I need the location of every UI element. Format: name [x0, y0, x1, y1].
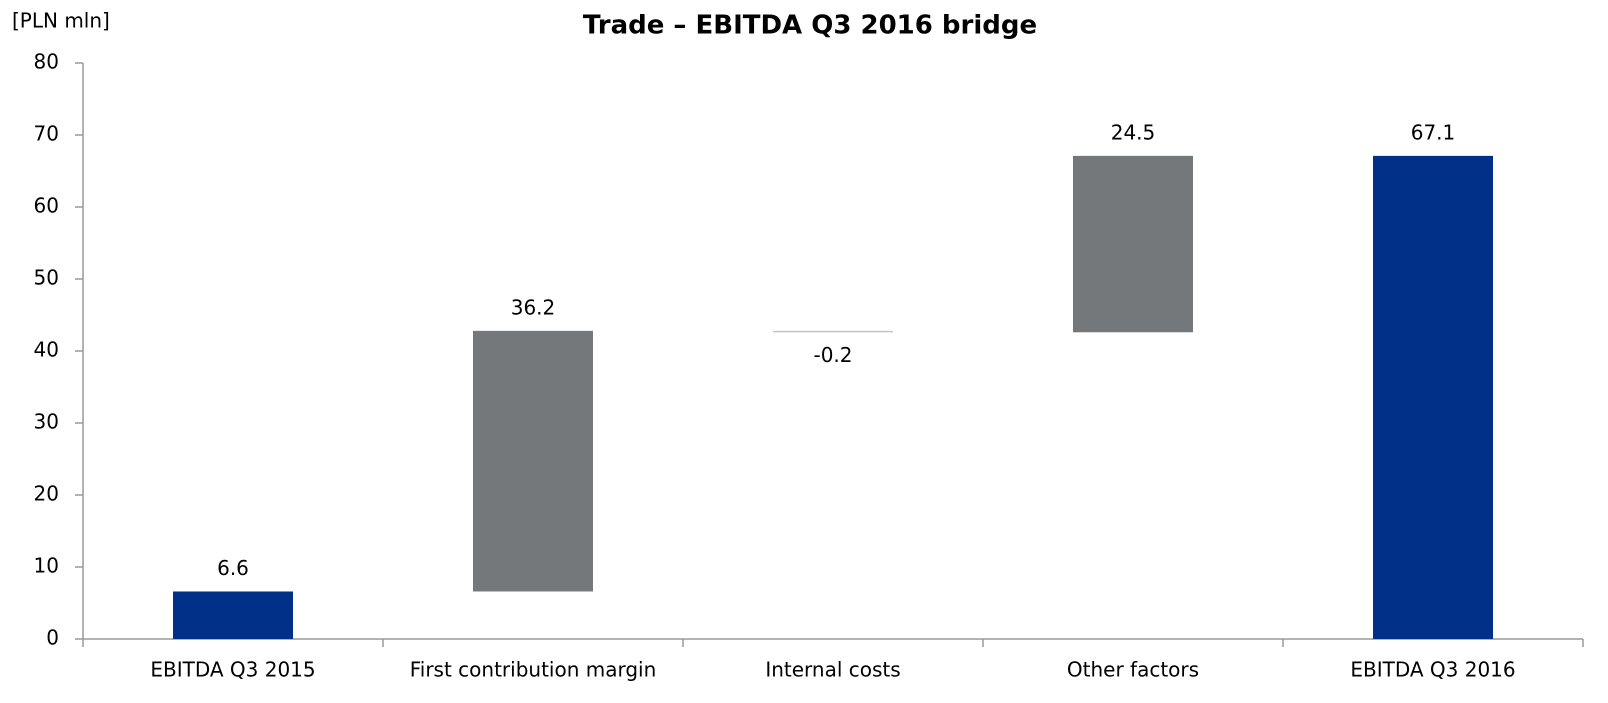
y-axis-label: [PLN mln]: [12, 9, 110, 33]
x-tick-label: Internal costs: [765, 658, 900, 682]
y-tick-label: 20: [34, 482, 59, 506]
bar: [1073, 155, 1193, 333]
bar: [473, 330, 593, 592]
y-tick-label: 50: [34, 266, 59, 290]
value-label: -0.2: [813, 343, 852, 367]
chart-title: Trade – EBITDA Q3 2016 bridge: [583, 11, 1037, 41]
x-tick-label: First contribution margin: [410, 658, 657, 682]
value-label: 67.1: [1411, 120, 1456, 144]
bar: [1373, 155, 1493, 639]
y-tick-label: 10: [34, 554, 59, 578]
value-label: 36.2: [511, 295, 556, 319]
value-label: 6.6: [217, 556, 249, 580]
y-tick-label: 40: [34, 338, 59, 362]
bar: [173, 591, 293, 639]
x-tick-label: Other factors: [1067, 658, 1199, 682]
y-tick-label: 80: [34, 50, 59, 74]
x-tick-label: EBITDA Q3 2015: [150, 658, 315, 682]
y-tick-label: 0: [46, 626, 59, 650]
y-tick-label: 30: [34, 410, 59, 434]
bar: [773, 330, 893, 333]
y-tick-label: 60: [34, 194, 59, 218]
value-label: 24.5: [1111, 120, 1156, 144]
y-tick-label: 70: [34, 122, 59, 146]
x-tick-label: EBITDA Q3 2016: [1350, 658, 1515, 682]
